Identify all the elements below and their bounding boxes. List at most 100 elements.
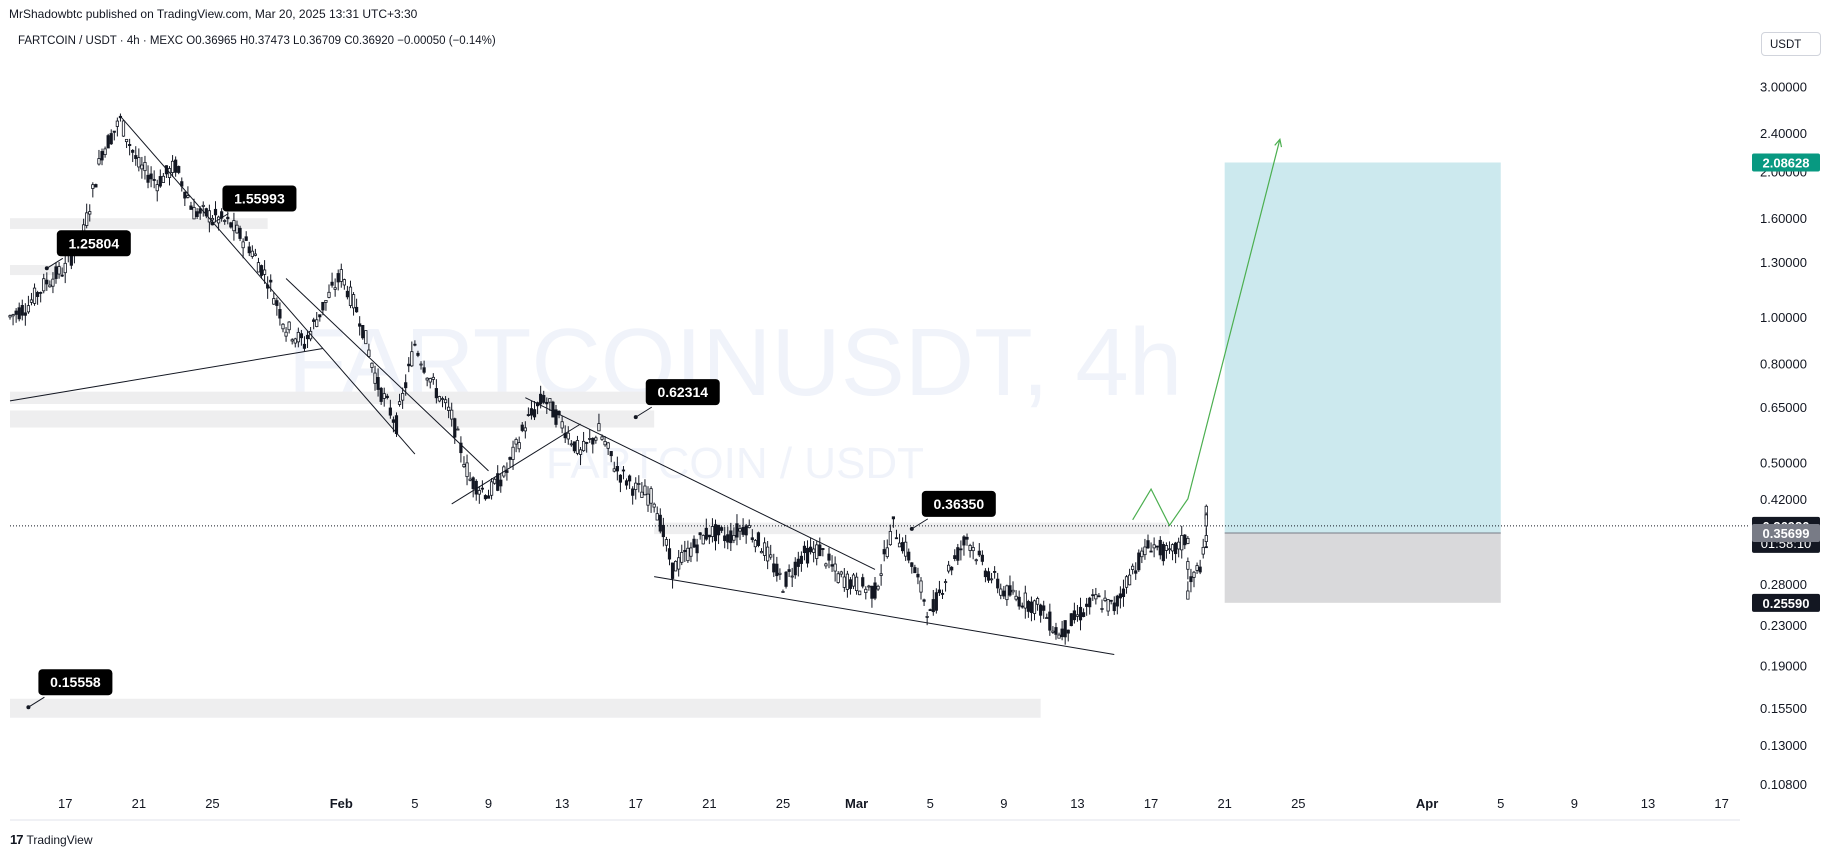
target-price-badge[interactable]: 2.08628	[1752, 153, 1820, 172]
callout-anchor-dot	[210, 221, 215, 226]
symbol-ohlc-line[interactable]: FARTCOIN / USDT · 4h · MEXC O0.36965 H0.…	[18, 35, 496, 47]
candle-body	[609, 451, 613, 457]
tradingview-brand[interactable]: 17 TradingView	[10, 832, 93, 847]
candle-body	[1115, 595, 1119, 607]
trendline[interactable]	[285, 278, 489, 472]
candle-body	[1020, 605, 1024, 608]
time-tick-label: 9	[1571, 796, 1578, 811]
candle-body	[397, 401, 402, 405]
time-axis[interactable]: 17 21 25 Feb 5 9 13 17 21 25 Mar 5 9 13 17 21 25 Apr 5 9 13 1…	[10, 796, 1740, 821]
candle-body	[818, 544, 822, 557]
candle-body	[1118, 593, 1122, 599]
price-axis[interactable]: 3.000002.400002.000001.600001.300001.000…	[1752, 79, 1820, 792]
candle-body	[269, 279, 273, 283]
candle-body	[8, 315, 12, 318]
stop-price-badge-bg	[1752, 593, 1820, 612]
price-callout[interactable]: 1.25804	[44, 230, 131, 271]
candle-body	[210, 217, 215, 221]
candle-body	[348, 286, 353, 306]
candle-body	[1094, 594, 1098, 600]
projection[interactable]	[1132, 137, 1283, 527]
price-tick-label: 0.28000	[1760, 577, 1807, 592]
stop-price-badge[interactable]: 0.25590	[1752, 593, 1820, 612]
candle-body	[416, 352, 420, 356]
price-callout[interactable]: 1.55993	[210, 185, 297, 226]
candle-body	[707, 534, 711, 538]
candle-body	[1011, 589, 1015, 593]
trendline[interactable]	[525, 397, 876, 570]
entry-price-badge[interactable]: 0.35699	[1752, 523, 1820, 542]
candle-body	[683, 549, 687, 553]
candle-body	[128, 144, 132, 147]
candle-body	[974, 559, 978, 562]
candle-body	[922, 599, 926, 602]
candle-body	[121, 120, 126, 137]
candle-body	[735, 523, 739, 538]
candle-body	[376, 377, 380, 390]
callout-box	[38, 669, 113, 696]
candle-body	[845, 573, 849, 590]
support-resistance-zone	[10, 410, 655, 428]
candle-body	[1075, 614, 1080, 617]
candle-body	[959, 548, 963, 551]
trendline[interactable]	[9, 347, 323, 402]
candle-body	[756, 532, 761, 546]
profit-zone[interactable]	[1224, 162, 1501, 533]
candle-body	[14, 310, 18, 315]
candle-body	[1198, 566, 1202, 573]
candle-body	[382, 393, 386, 399]
projection-path[interactable]	[1132, 139, 1281, 527]
candle-body	[1192, 571, 1196, 578]
price-callout[interactable]: 0.62314	[633, 379, 720, 420]
candle-body	[594, 437, 598, 441]
candle-body	[864, 588, 868, 594]
trendline[interactable]	[654, 576, 1115, 656]
trendlines[interactable]	[9, 115, 1115, 656]
candle-body	[600, 436, 604, 440]
candle-body	[919, 580, 923, 593]
candle-body	[401, 392, 405, 401]
candle-body	[174, 159, 178, 173]
candle-body	[293, 338, 297, 344]
price-callout[interactable]: 0.15558	[26, 669, 113, 710]
candle-body	[1014, 595, 1018, 600]
callout-pointer	[212, 213, 229, 224]
currency-selector[interactable]: USDT	[1761, 32, 1821, 56]
time-tick-label: 17	[629, 796, 643, 811]
candle-body	[42, 278, 46, 292]
published-info: MrShadowbtc published on TradingView.com…	[9, 7, 418, 21]
candle-body	[545, 401, 549, 405]
candle-body	[281, 323, 285, 330]
candle-body	[124, 138, 129, 143]
tradingview-logo-icon: 17	[10, 832, 24, 847]
candle-body	[640, 491, 644, 498]
time-tick-label: 21	[1217, 796, 1231, 811]
time-tick-label: 17	[1714, 796, 1728, 811]
candle-body	[848, 579, 853, 589]
candle-body	[851, 574, 856, 587]
candle-body	[741, 526, 745, 535]
candle-body	[1109, 599, 1113, 602]
candle-body	[517, 442, 521, 450]
price-callout[interactable]: 0.36350	[909, 490, 996, 531]
candle-body	[385, 395, 389, 398]
candle-body	[177, 166, 181, 173]
candle-body	[140, 164, 144, 170]
trendline[interactable]	[120, 115, 416, 455]
candle-body	[983, 570, 988, 578]
long-position[interactable]	[1224, 162, 1501, 603]
candle-body	[901, 542, 905, 552]
candle-body	[213, 208, 218, 216]
candle-body	[971, 547, 975, 552]
candle-body	[407, 363, 411, 367]
stop-loss-zone[interactable]	[1224, 532, 1501, 603]
candle-body	[1177, 541, 1181, 550]
trendline[interactable]	[451, 423, 581, 505]
candle-body	[296, 331, 300, 343]
candle-body	[499, 479, 503, 487]
candle-body	[986, 571, 991, 581]
price-callouts[interactable]: 1.55993 1.25804 0.62314 0.36350 0.15558	[26, 185, 996, 710]
candle-body	[821, 548, 825, 550]
candle-body	[223, 220, 227, 222]
